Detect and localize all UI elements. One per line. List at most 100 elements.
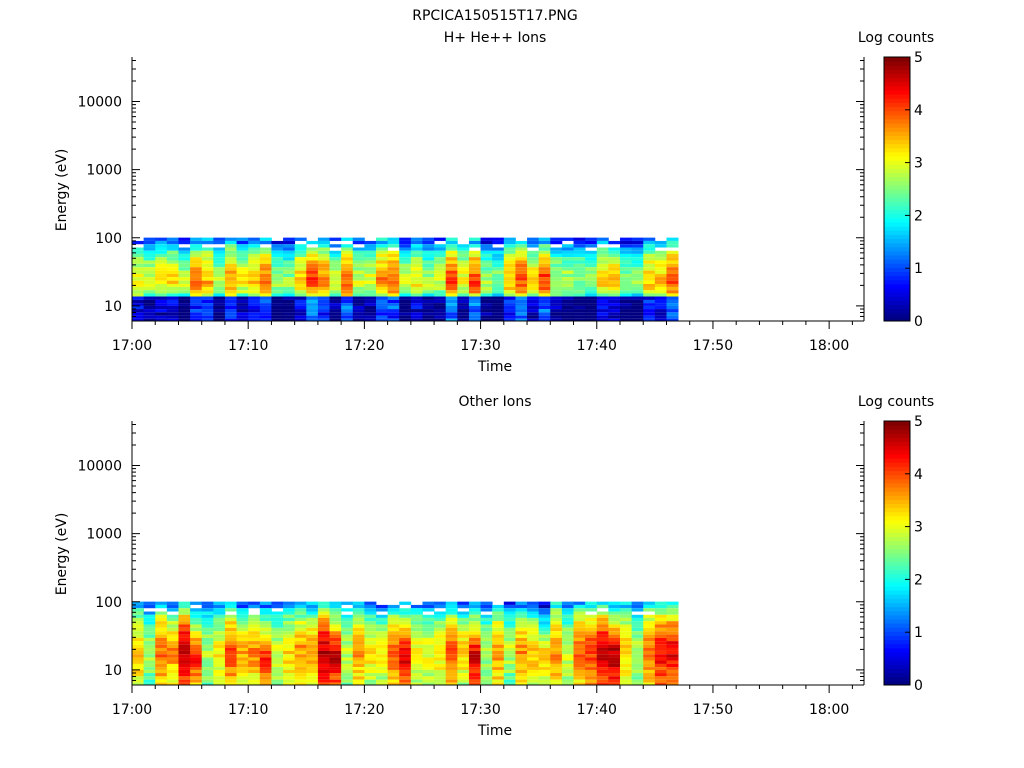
- heatmap-cell: [271, 299, 284, 304]
- heatmap-cell: [132, 247, 145, 251]
- heatmap-cell: [550, 309, 563, 313]
- heatmap-cell: [387, 669, 400, 674]
- heatmap-cell: [422, 601, 435, 605]
- heatmap-cell: [201, 240, 214, 245]
- heatmap-cell: [364, 617, 377, 622]
- heatmap-cell: [329, 608, 342, 612]
- heatmap-cell: [608, 247, 621, 251]
- heatmap-cell: [166, 250, 179, 254]
- heatmap-cell: [248, 641, 261, 645]
- heatmap-cell: [445, 315, 458, 319]
- heatmap-cell: [561, 679, 574, 683]
- heatmap-cell: [399, 250, 412, 254]
- heatmap-cell: [259, 257, 272, 261]
- heatmap-cell: [422, 318, 435, 321]
- x-tick-label: 17:20: [344, 702, 384, 718]
- heatmap-cell: [561, 650, 574, 655]
- heatmap-cell: [538, 277, 551, 281]
- heatmap-cell: [341, 617, 354, 622]
- colorbar-swatch: [884, 90, 910, 95]
- heatmap-cell: [190, 270, 203, 274]
- heatmap-cell: [341, 244, 354, 248]
- colorbar-swatch: [884, 176, 910, 182]
- heatmap-cell: [259, 667, 272, 670]
- heatmap-cell: [271, 627, 284, 632]
- heatmap-cell: [294, 614, 307, 618]
- heatmap-cell: [132, 621, 145, 625]
- heatmap-cell: [248, 647, 261, 651]
- heatmap-cell: [317, 601, 330, 605]
- heatmap-cell: [492, 315, 505, 319]
- heatmap-cell: [492, 273, 505, 278]
- heatmap-cell: [585, 601, 598, 605]
- heatmap-cell: [271, 611, 284, 615]
- heatmap-cell: [666, 305, 679, 310]
- heatmap-cell: [515, 267, 528, 271]
- heatmap-cell: [317, 644, 330, 648]
- heatmap-cell: [317, 611, 330, 615]
- heatmap-cell: [457, 621, 470, 625]
- heatmap-cell: [259, 250, 272, 254]
- heatmap-cell: [434, 305, 447, 310]
- heatmap-cell: [352, 627, 365, 632]
- heatmap-cell: [643, 676, 656, 680]
- heatmap-cell: [585, 682, 598, 685]
- heatmap-cell: [283, 631, 296, 635]
- heatmap-cell: [236, 312, 249, 316]
- heatmap-cell: [190, 296, 203, 300]
- heatmap-cell: [236, 627, 249, 632]
- heatmap-cell: [538, 682, 551, 685]
- heatmap-cell: [364, 250, 377, 254]
- heatmap-cell: [573, 318, 586, 321]
- heatmap-cell: [376, 679, 389, 683]
- heatmap-cell: [527, 280, 540, 284]
- heatmap-cell: [410, 244, 423, 248]
- heatmap-cell: [236, 637, 249, 642]
- heatmap-cell: [445, 237, 458, 241]
- heatmap-cell: [631, 303, 644, 306]
- heatmap-cell: [620, 679, 633, 683]
- heatmap-cell: [341, 257, 354, 261]
- heatmap-cell: [155, 667, 168, 670]
- heatmap-cell: [259, 673, 272, 677]
- heatmap-cell: [248, 663, 261, 668]
- heatmap-cell: [306, 660, 319, 664]
- heatmap-cell: [643, 303, 656, 306]
- heatmap-cell: [236, 247, 249, 251]
- heatmap-cell: [550, 237, 563, 241]
- heatmap-cell: [550, 614, 563, 618]
- heatmap-cell: [190, 299, 203, 304]
- heatmap-cell: [480, 669, 493, 674]
- heatmap-cell: [352, 682, 365, 685]
- heatmap-cell: [492, 312, 505, 316]
- heatmap-cell: [654, 634, 667, 638]
- heatmap-cell: [376, 641, 389, 645]
- heatmap-cell: [561, 244, 574, 248]
- heatmap-cell: [143, 644, 156, 648]
- colorbar-swatch: [884, 242, 910, 248]
- heatmap-cell: [492, 663, 505, 668]
- heatmap-cell: [480, 299, 493, 304]
- heatmap-cell: [387, 673, 400, 677]
- heatmap-cell: [538, 669, 551, 674]
- heatmap-cell: [306, 277, 319, 281]
- heatmap-cell: [550, 299, 563, 304]
- heatmap-cell: [434, 244, 447, 248]
- heatmap-cell: [317, 299, 330, 304]
- x-tick-labels: 17:00 17:10 17:20 17:30 17:40 17:50 18:00: [112, 338, 850, 354]
- heatmap-cell: [585, 657, 598, 661]
- heatmap-cell: [468, 601, 481, 605]
- heatmap-cell: [527, 679, 540, 683]
- heatmap-cell: [561, 657, 574, 661]
- heatmap-cell: [213, 617, 226, 622]
- colorbar-swatch: [884, 102, 910, 108]
- heatmap-cell: [364, 267, 377, 271]
- heatmap-cell: [306, 315, 319, 319]
- heatmap-cell: [329, 260, 342, 264]
- heatmap-cell: [434, 663, 447, 668]
- heatmap-cell: [329, 604, 342, 609]
- heatmap-cell: [468, 676, 481, 680]
- heatmap-cell: [399, 634, 412, 638]
- heatmap-cell: [155, 660, 168, 664]
